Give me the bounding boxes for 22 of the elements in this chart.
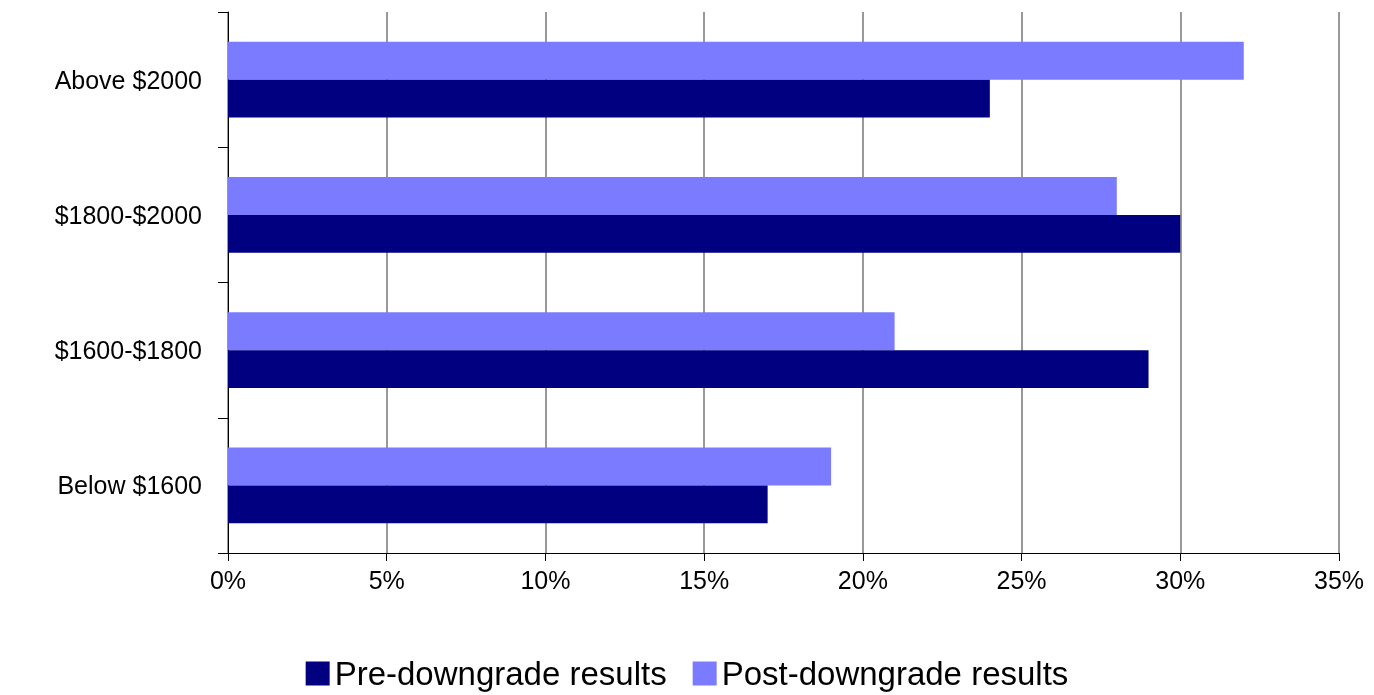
y-tick-label: Above $2000	[54, 65, 202, 94]
bar	[228, 177, 1117, 215]
bar	[228, 79, 990, 118]
y-tick-label: $1800-$2000	[54, 200, 202, 229]
bar	[228, 447, 832, 486]
legend-label: Pre-downgrade results	[334, 655, 667, 692]
x-tick-label: 20%	[837, 565, 888, 594]
x-tick-label: 0%	[209, 565, 247, 594]
x-tick-label: 25%	[996, 565, 1047, 594]
bar	[228, 485, 768, 524]
y-tick-label: $1600-$1800	[54, 336, 202, 365]
x-tick-label: 5%	[368, 565, 405, 594]
bar	[228, 350, 1149, 388]
x-tick-label: 35%	[1313, 565, 1365, 594]
x-tick-label: 30%	[1155, 565, 1206, 594]
bar	[228, 214, 1181, 253]
x-tick-label: 10%	[520, 565, 571, 594]
legend-label: Post-downgrade results	[721, 655, 1069, 692]
bar	[228, 312, 895, 351]
y-tick-label: Below $1600	[57, 471, 202, 500]
bar	[228, 41, 1244, 80]
x-tick-label: 15%	[679, 565, 730, 594]
